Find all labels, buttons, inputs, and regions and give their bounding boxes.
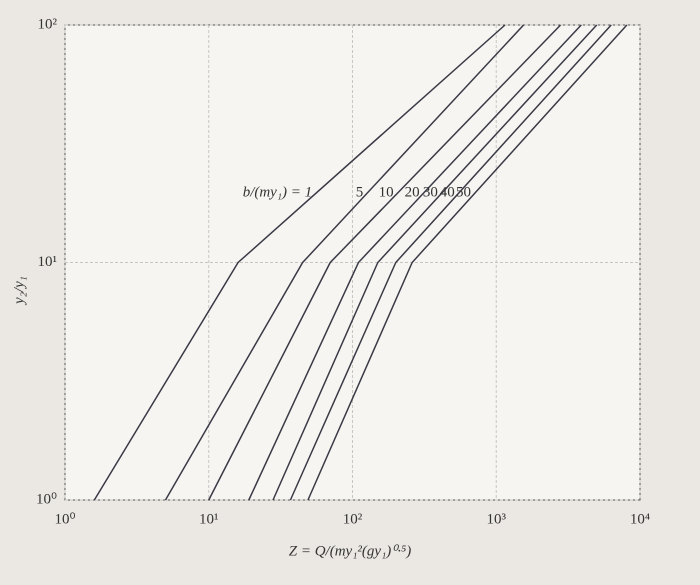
curve bbox=[307, 24, 628, 501]
x-tick-label: 10⁴ bbox=[630, 511, 650, 527]
curve-label: 40 bbox=[440, 184, 455, 200]
x-tick-label: 10² bbox=[343, 511, 363, 527]
curve-label: 10 bbox=[379, 184, 394, 200]
y-tick-label: 10¹ bbox=[38, 254, 58, 270]
curve-label: 50 bbox=[456, 184, 471, 200]
curve bbox=[289, 24, 612, 501]
curve bbox=[208, 24, 562, 501]
curve-label: 20 bbox=[405, 184, 420, 200]
curve-label: 30 bbox=[423, 184, 438, 200]
curve bbox=[248, 24, 582, 501]
x-tick-label: 10³ bbox=[487, 511, 507, 527]
x-axis-label: Z = Q/(my₁²(gy₁)⁰·⁵) bbox=[289, 543, 412, 559]
curve-label: b/(my₁) = 1 bbox=[243, 184, 313, 200]
curve bbox=[93, 24, 506, 501]
y-tick-label: 10² bbox=[38, 16, 58, 32]
curve-label: 5 bbox=[356, 184, 364, 200]
curve bbox=[272, 24, 598, 501]
x-tick-label: 10¹ bbox=[199, 511, 219, 527]
x-tick-label: 10⁰ bbox=[54, 511, 75, 527]
y-axis-label: y₂/y₁ bbox=[11, 276, 27, 306]
curve bbox=[164, 24, 525, 501]
y-tick-label: 10⁰ bbox=[36, 491, 57, 507]
